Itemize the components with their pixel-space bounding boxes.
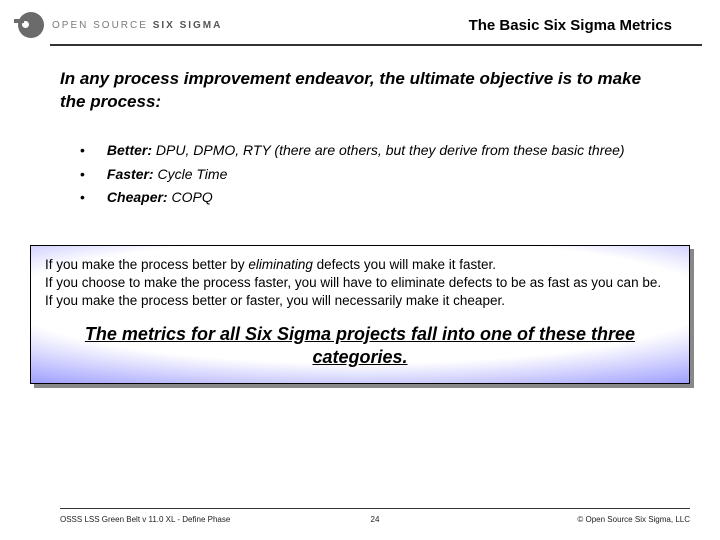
logo-text-six-sigma: SIX SIGMA xyxy=(153,20,223,31)
callout-line1a: If you make the process better by xyxy=(45,257,248,272)
callout-line1-em: eliminating xyxy=(248,257,313,272)
footer-divider xyxy=(60,508,690,509)
logo-text-open-source: OPEN SOURCE xyxy=(52,20,148,31)
bullet-text: Better: DPU, DPMO, RTY (there are others… xyxy=(107,140,625,162)
footer-copyright: © Open Source Six Sigma, LLC xyxy=(399,515,690,524)
bullet-text: Cheaper: COPQ xyxy=(107,187,213,209)
footer-left: OSSS LSS Green Belt v 11.0 XL - Define P… xyxy=(60,515,351,524)
callout-body: If you make the process better by elimin… xyxy=(45,256,675,311)
bullet-icon: • xyxy=(80,187,85,209)
list-item: • Better: DPU, DPMO, RTY (there are othe… xyxy=(80,140,660,162)
callout-box: If you make the process better by elimin… xyxy=(30,245,690,384)
bullet-icon: • xyxy=(80,164,85,186)
footer-row: OSSS LSS Green Belt v 11.0 XL - Define P… xyxy=(60,515,690,524)
slide-footer: OSSS LSS Green Belt v 11.0 XL - Define P… xyxy=(0,508,720,524)
bullet-icon: • xyxy=(80,140,85,162)
list-item: • Faster: Cycle Time xyxy=(80,164,660,186)
callout-content: If you make the process better by elimin… xyxy=(30,245,690,384)
bullet-text: Faster: Cycle Time xyxy=(107,164,227,186)
callout-line3: If you make the process better or faster… xyxy=(45,293,505,308)
page-number: 24 xyxy=(351,515,400,524)
slide-header: OPEN SOURCE SIX SIGMA The Basic Six Sigm… xyxy=(0,0,720,44)
callout-line1b: defects you will make it faster. xyxy=(313,257,496,272)
page-title: The Basic Six Sigma Metrics xyxy=(469,17,702,34)
brand-logo: OPEN SOURCE SIX SIGMA xyxy=(18,12,222,38)
bullet-list: • Better: DPU, DPMO, RTY (there are othe… xyxy=(0,124,720,221)
callout-headline: The metrics for all Six Sigma projects f… xyxy=(45,323,675,370)
logo-mark-icon xyxy=(18,12,44,38)
logo-text: OPEN SOURCE SIX SIGMA xyxy=(52,20,222,31)
callout-line2: If you choose to make the process faster… xyxy=(45,275,661,290)
list-item: • Cheaper: COPQ xyxy=(80,187,660,209)
intro-paragraph: In any process improvement endeavor, the… xyxy=(0,46,720,124)
